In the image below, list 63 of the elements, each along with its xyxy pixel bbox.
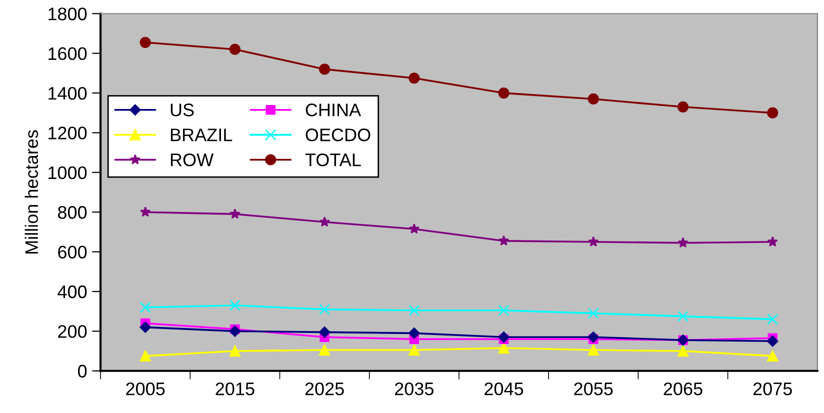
point (498, 87, 510, 99)
legend-label: US (170, 104, 194, 116)
point (140, 322, 151, 333)
x-tick-label: 2065 (664, 382, 702, 396)
x-tick-label: 2055 (574, 382, 613, 396)
y-tick-label: 400 (58, 285, 87, 298)
y-tick-label: 200 (58, 325, 87, 338)
y-axis-title: Million hectares (24, 130, 38, 254)
point (408, 304, 420, 316)
point (140, 36, 151, 48)
x-tick-label: 2035 (394, 382, 434, 396)
point (318, 304, 330, 315)
point (588, 236, 599, 246)
point (408, 344, 420, 356)
y-tick-label: 0 (78, 364, 87, 378)
point (229, 44, 240, 55)
legend-label: CHINA (306, 104, 362, 116)
point (678, 237, 688, 248)
legend-label: OECDO (306, 128, 370, 142)
x-tick-label: 2025 (305, 382, 344, 396)
legend-label: ROW (170, 153, 214, 166)
point (767, 107, 778, 118)
point (588, 93, 599, 105)
point (318, 326, 330, 338)
point (588, 308, 599, 319)
point (140, 350, 151, 362)
point (498, 304, 510, 316)
point (766, 336, 778, 347)
point (677, 310, 689, 322)
point (677, 101, 689, 112)
x-tick-label: 2015 (216, 382, 254, 396)
x-tick-label: 2005 (126, 382, 165, 396)
point (140, 302, 151, 313)
point (229, 345, 240, 357)
x-tick-label: 2075 (753, 382, 792, 396)
point (498, 332, 510, 343)
x-tick-label: 2045 (484, 382, 524, 396)
point (588, 332, 599, 343)
point (408, 328, 420, 339)
point (408, 223, 420, 234)
legend-label: TOTAL (305, 153, 361, 166)
y-tick-label: 1600 (48, 47, 87, 60)
point (588, 344, 599, 356)
y-tick-label: 1200 (48, 126, 87, 140)
point (498, 235, 510, 246)
point (319, 216, 330, 227)
y-tick-label: 1800 (48, 8, 87, 20)
point (229, 326, 241, 337)
point (408, 72, 420, 84)
point (767, 236, 778, 246)
y-tick-label: 600 (58, 246, 87, 259)
point (140, 206, 151, 217)
point (767, 314, 778, 325)
point (229, 300, 240, 311)
point (230, 208, 240, 219)
legend-label: BRAZIL (170, 128, 232, 142)
point (318, 64, 330, 75)
y-tick-label: 800 (58, 206, 87, 219)
point (677, 345, 689, 357)
y-tick-label: 1400 (48, 86, 87, 100)
y-tick-label: 1000 (48, 166, 87, 180)
point (767, 350, 778, 362)
point (318, 344, 330, 356)
